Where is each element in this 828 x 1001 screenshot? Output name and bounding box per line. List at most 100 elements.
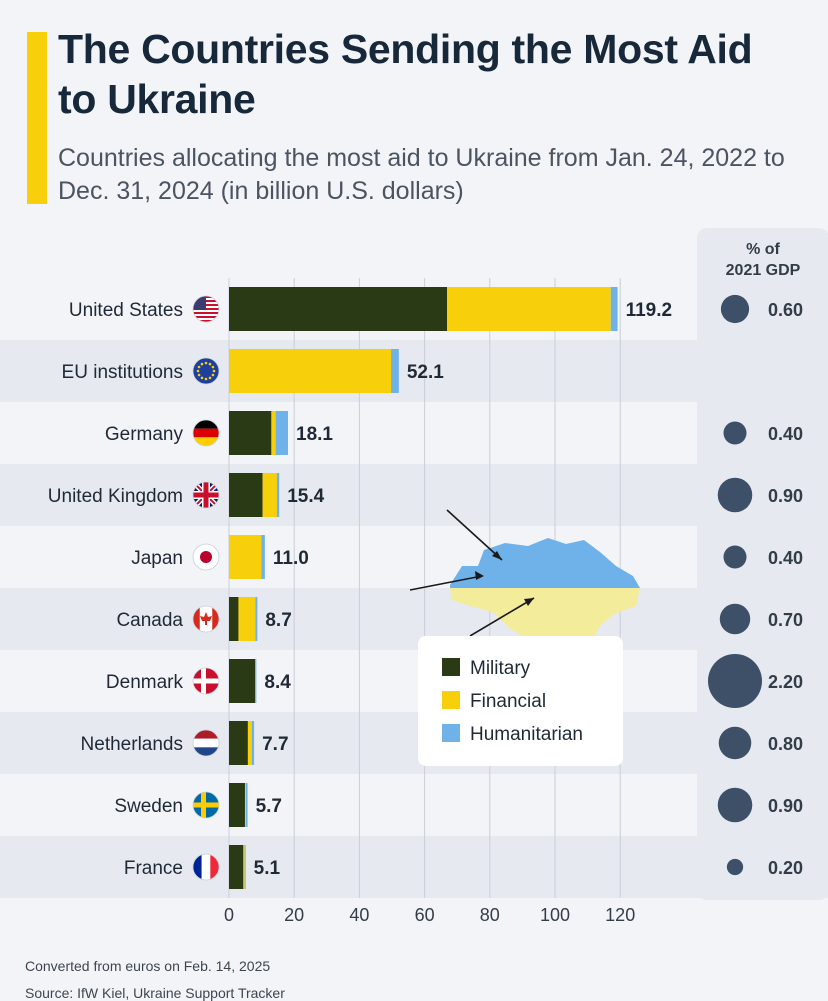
- gdp-share-bubble: [720, 294, 750, 324]
- legend-swatch-financial: [442, 691, 460, 709]
- row-band: [0, 588, 828, 650]
- bar-segment-humanitarian: [244, 845, 246, 889]
- eu-flag-icon: [192, 357, 220, 385]
- footer-note: Converted from euros on Feb. 14, 2025: [25, 958, 271, 974]
- bar-segment-humanitarian: [391, 349, 399, 393]
- category-label: Canada: [116, 610, 183, 631]
- bar-segment-military: [229, 783, 245, 827]
- bar-segment-humanitarian: [251, 721, 255, 765]
- gdp-share-bubble: [708, 654, 762, 708]
- bar-segment-military: [229, 287, 448, 331]
- gdp-share-label: 0.90: [768, 796, 803, 816]
- x-tick-label: 40: [349, 905, 369, 925]
- row-band: [0, 836, 828, 898]
- arrow-line: [469, 597, 535, 637]
- bar-segment-financial: [247, 721, 252, 765]
- total-value-label: 5.1: [254, 858, 281, 879]
- category-label: Germany: [105, 424, 184, 445]
- map-upper-blue: [450, 538, 640, 588]
- arrow-heads: [475, 551, 534, 606]
- gdp-share-bubble: [717, 477, 753, 513]
- gdp-share-label: 0.90: [768, 486, 803, 506]
- map-lower-yellow: [450, 588, 640, 660]
- chart-title: The Countries Sending the Most Aid to Uk…: [58, 26, 753, 122]
- france-flag-icon: [192, 853, 220, 881]
- gdp-share-label: 2.20: [768, 672, 803, 692]
- bar-segment-financial: [243, 845, 245, 889]
- gdp-share-bubble: [717, 787, 753, 823]
- canada-flag-icon: [192, 605, 220, 633]
- x-tick-label: 80: [480, 905, 500, 925]
- row-band: [0, 464, 828, 526]
- legend-label-military: Military: [470, 658, 531, 679]
- gdp-header-line1: % of: [746, 241, 780, 258]
- bar-segment-humanitarian: [245, 783, 248, 827]
- arrow-line: [409, 575, 483, 591]
- bar-segment-financial: [238, 597, 256, 641]
- total-value-label: 8.7: [265, 610, 291, 631]
- x-tick-label: 100: [540, 905, 570, 925]
- bar-segment-military: [229, 473, 263, 517]
- x-tick-label: 0: [224, 905, 234, 925]
- uk-flag-icon: [192, 481, 220, 509]
- total-value-label: 119.2: [626, 300, 673, 321]
- legend-label-financial: Financial: [470, 691, 546, 712]
- legend-swatch-humanitarian: [442, 724, 460, 742]
- netherlands-flag-icon: [192, 729, 220, 757]
- bar-segment-humanitarian: [255, 659, 257, 703]
- x-tick-label: 20: [284, 905, 304, 925]
- arrow-head: [492, 551, 502, 560]
- sweden-flag-icon: [192, 791, 220, 819]
- gdp-header-line2: 2021 GDP: [726, 262, 801, 279]
- ukraine-map-icon: [409, 509, 640, 660]
- gdp-share-label: 0.80: [768, 734, 803, 754]
- total-value-label: 52.1: [407, 362, 444, 383]
- total-value-label: 8.4: [264, 672, 291, 693]
- total-value-label: 11.0: [273, 548, 309, 569]
- total-value-label: 18.1: [296, 424, 333, 445]
- legend-label-humanitarian: Humanitarian: [470, 724, 583, 745]
- category-label: United States: [69, 300, 183, 321]
- gdp-share-label: 0.70: [768, 610, 803, 630]
- category-label: Japan: [131, 548, 183, 569]
- bar-segment-financial: [271, 411, 276, 455]
- gdp-share-bubble: [718, 726, 752, 760]
- gdp-share-label: 0.20: [768, 858, 803, 878]
- bar-segment-financial: [229, 535, 262, 579]
- japan-flag-icon: [192, 543, 220, 571]
- bar-segment-financial: [244, 783, 246, 827]
- title-accent-bar: [27, 32, 47, 204]
- arrow-head: [475, 571, 484, 580]
- bar-segment-military: [229, 597, 239, 641]
- gdp-share-bubble: [723, 421, 747, 445]
- legend-arrows: [409, 509, 535, 637]
- bar-segment-military: [229, 659, 256, 703]
- bar-segment-military: [229, 411, 272, 455]
- row-band: [0, 712, 828, 774]
- gdp-share-bubble: [723, 545, 747, 569]
- category-label: Denmark: [106, 672, 184, 693]
- gdp-share-label: 0.40: [768, 548, 803, 568]
- legend-swatch-military: [442, 658, 460, 676]
- total-value-label: 15.4: [287, 486, 324, 507]
- category-label: Netherlands: [81, 734, 183, 755]
- arrow-head: [524, 598, 534, 606]
- bar-segment-humanitarian: [610, 287, 618, 331]
- gdp-share-label: 0.40: [768, 424, 803, 444]
- total-value-label: 7.7: [262, 734, 288, 755]
- x-tick-label: 60: [415, 905, 435, 925]
- category-label: Sweden: [114, 796, 183, 817]
- bar-segment-humanitarian: [261, 535, 265, 579]
- arrow-line: [446, 509, 503, 561]
- bar-segment-humanitarian: [276, 473, 280, 517]
- footer-source: Source: IfW Kiel, Ukraine Support Tracke…: [25, 985, 285, 1001]
- bar-segment-financial: [447, 287, 611, 331]
- chart-subtitle: Countries allocating the most aid to Ukr…: [58, 144, 785, 205]
- denmark-flag-icon: [192, 667, 220, 695]
- category-label: EU institutions: [62, 362, 183, 383]
- gdp-column-background: [697, 228, 828, 900]
- row-band: [0, 340, 828, 402]
- x-tick-label: 120: [605, 905, 635, 925]
- legend-box: [418, 636, 623, 766]
